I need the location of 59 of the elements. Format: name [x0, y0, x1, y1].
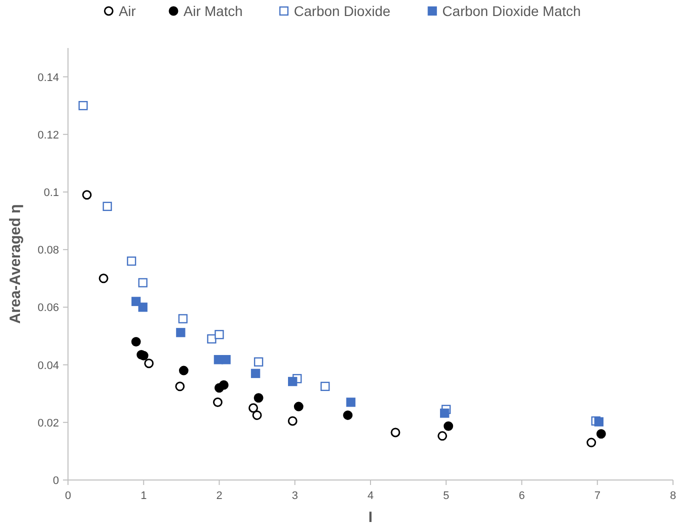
point [178, 366, 188, 376]
x-tick-label: 0 [64, 490, 72, 502]
point [440, 408, 450, 418]
point [250, 368, 260, 378]
point [586, 438, 596, 448]
x-tick-label: 1 [140, 490, 147, 502]
y-tick-label: 0.1 [44, 187, 59, 199]
point [207, 334, 216, 344]
point [212, 397, 222, 407]
point [254, 357, 264, 367]
y-tick-label: 0.06 [38, 302, 59, 314]
y-tick-label: 0 [52, 475, 59, 487]
point [176, 328, 186, 338]
y-tick-label: 0.04 [38, 360, 59, 372]
x-tick-label: 8 [670, 490, 676, 502]
y-axis-title: Area-Averaged η [7, 204, 24, 324]
point [131, 337, 141, 347]
point [178, 314, 188, 324]
point [438, 431, 448, 441]
y-tick-label: 0.02 [38, 417, 59, 430]
x-axis-title: I [368, 509, 373, 526]
y-tick-label: 0.14 [38, 72, 59, 84]
point [343, 410, 353, 420]
point [78, 101, 88, 110]
point [144, 358, 154, 368]
legend-label: Carbon Dioxide Match [442, 3, 581, 19]
point [320, 382, 330, 391]
point [221, 355, 231, 364]
point [214, 330, 224, 340]
point [288, 376, 298, 386]
x-tick-label: 2 [216, 490, 222, 502]
x-tick-label: 7 [594, 490, 600, 502]
point [102, 202, 112, 211]
x-tick-label: 5 [443, 490, 450, 502]
y-tick-label: 0.12 [38, 129, 59, 142]
legend-label: Air Match [184, 3, 243, 19]
point [594, 417, 604, 426]
point [252, 410, 262, 420]
point [288, 416, 298, 426]
point [82, 190, 92, 200]
x-tick-label: 6 [518, 490, 525, 502]
point [138, 278, 148, 288]
y-tick-label: 0.08 [38, 244, 59, 257]
point [346, 398, 356, 407]
point [98, 274, 108, 284]
point [444, 421, 454, 431]
point [596, 429, 606, 439]
point [294, 402, 304, 412]
point [138, 302, 148, 312]
point [126, 256, 136, 266]
point [254, 393, 264, 403]
legend-label: Carbon Dioxide [294, 3, 391, 19]
point [390, 428, 400, 438]
point [175, 382, 185, 392]
x-tick-label: 3 [292, 490, 298, 502]
point [219, 380, 229, 390]
point [248, 403, 258, 413]
x-tick-label: 4 [367, 490, 374, 502]
legend-label: Air [118, 3, 136, 19]
